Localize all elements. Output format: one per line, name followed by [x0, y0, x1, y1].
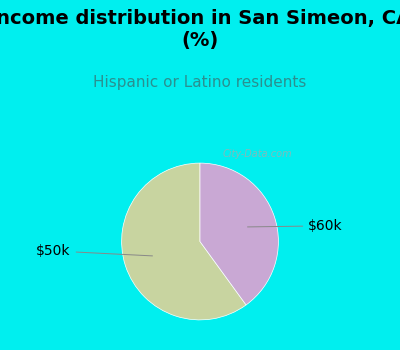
- Wedge shape: [200, 163, 278, 305]
- Wedge shape: [122, 163, 246, 320]
- Text: Income distribution in San Simeon, CA
(%): Income distribution in San Simeon, CA (%…: [0, 9, 400, 50]
- Text: Hispanic or Latino residents: Hispanic or Latino residents: [93, 75, 307, 90]
- Text: $50k: $50k: [36, 244, 152, 258]
- Text: City-Data.com: City-Data.com: [222, 149, 292, 159]
- Text: $60k: $60k: [248, 219, 343, 233]
